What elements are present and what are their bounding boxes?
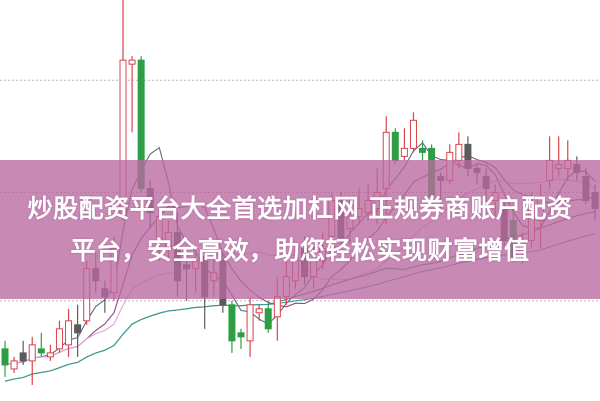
- promo-banner: 炒股配资平台大全首选加杠网 正规券商账户配资 平台，安全高效，助您轻松实现财富增…: [0, 160, 600, 299]
- candle-body: [128, 59, 136, 65]
- candle-body: [246, 304, 254, 342]
- banner-line-2: 平台，安全高效，助您轻松实现财富增值: [70, 235, 530, 265]
- candle-body: [255, 308, 263, 314]
- candle-body: [55, 328, 63, 350]
- candle-body: [74, 324, 82, 334]
- candle-body: [228, 304, 236, 342]
- candle-body: [1, 348, 9, 366]
- candle-body: [65, 320, 73, 346]
- candle-body: [409, 119, 417, 149]
- candle-body: [419, 147, 427, 153]
- candle-body: [46, 352, 54, 358]
- candle-body: [391, 131, 399, 161]
- candle-body: [37, 348, 45, 354]
- candle-body: [455, 143, 463, 161]
- candle-body: [237, 332, 245, 338]
- candle-body: [264, 308, 272, 330]
- banner-line-1: 炒股配资平台大全首选加杠网 正规券商账户配资: [27, 193, 573, 223]
- candle-body: [19, 352, 27, 362]
- candle-body: [10, 360, 18, 370]
- candle-body: [28, 344, 36, 362]
- candle-body: [273, 296, 281, 318]
- candle-body: [400, 147, 408, 157]
